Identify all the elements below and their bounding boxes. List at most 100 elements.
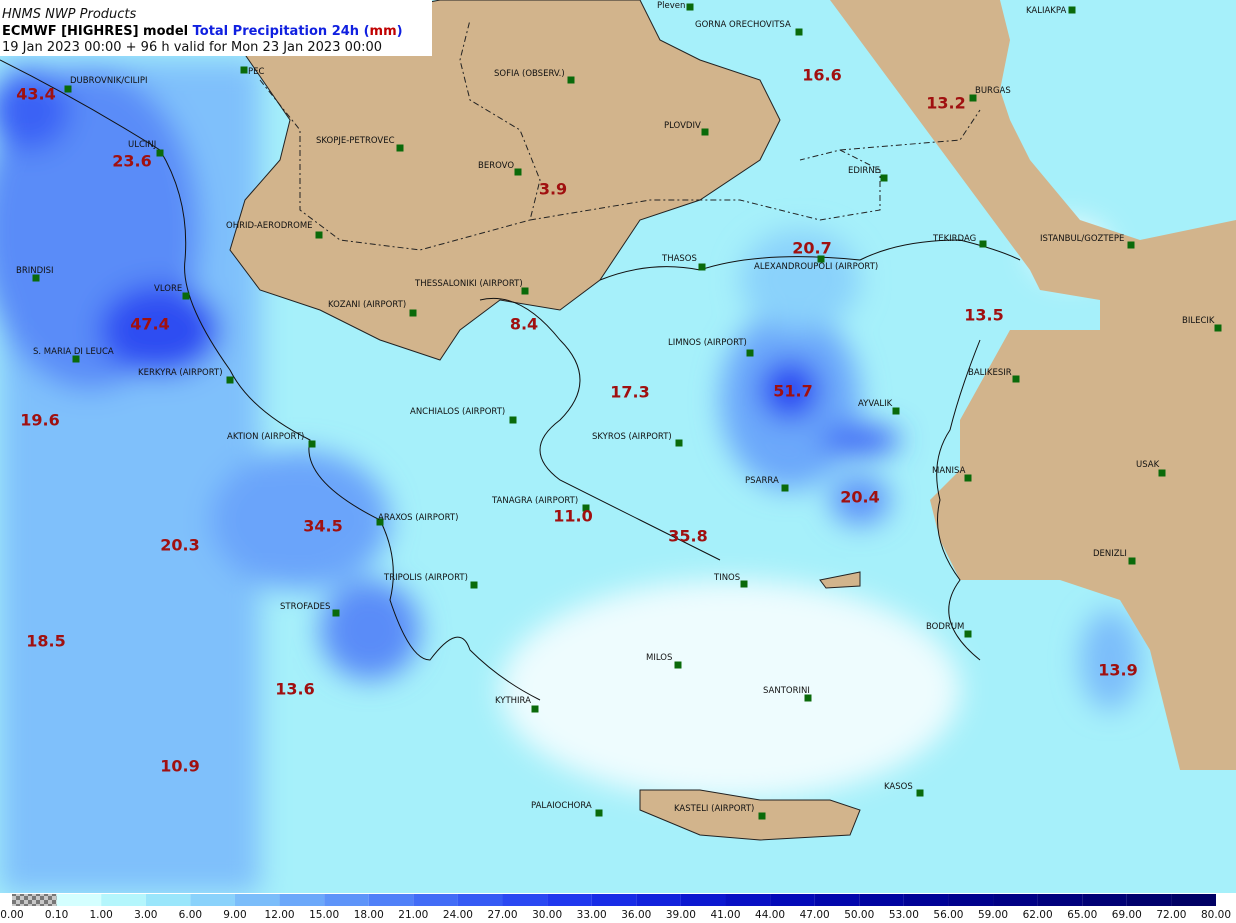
precip-value: 13.5	[964, 306, 1003, 325]
colorbar-bin	[1126, 894, 1172, 906]
colorbar-label: 3.00	[134, 909, 157, 921]
field-close: )	[397, 24, 403, 39]
colorbar-bin	[770, 894, 815, 906]
station-marker	[781, 484, 789, 492]
station-label: ARAXOS (AIRPORT)	[378, 513, 458, 523]
colorbar-label: 65.00	[1067, 909, 1097, 921]
station-label: S. MARIA DI LEUCA	[33, 347, 114, 357]
station-marker	[226, 376, 234, 384]
station-marker	[1068, 6, 1076, 14]
colorbar-label: 56.00	[933, 909, 963, 921]
station-label: BILECIK	[1182, 316, 1215, 326]
colorbar-label: 69.00	[1112, 909, 1142, 921]
station-label: MILOS	[646, 653, 672, 663]
precip-value: 8.4	[510, 315, 538, 334]
station-marker	[64, 85, 72, 93]
colorbar-label: 36.00	[621, 909, 651, 921]
station-marker	[32, 274, 40, 282]
station-label: USAK	[1136, 460, 1160, 470]
station-label: AKTION (AIRPORT)	[227, 432, 304, 442]
colorbar-label: 0.10	[45, 909, 68, 921]
colorbar-bin	[12, 894, 57, 906]
colorbar-bin	[814, 894, 860, 906]
colorbar-label: 62.00	[1023, 909, 1053, 921]
precip-value: 20.3	[160, 536, 199, 555]
station-label: THASOS	[661, 254, 697, 264]
station-marker	[740, 580, 748, 588]
land	[229, 0, 1236, 841]
station-marker	[746, 349, 754, 357]
colorbar-bin	[145, 894, 191, 906]
station-label: PEC	[248, 67, 264, 77]
station-marker	[308, 440, 316, 448]
colorbar-bin	[413, 894, 458, 906]
station-marker	[686, 3, 694, 11]
station-label: EDIRNE	[848, 166, 880, 176]
colorbar-label: 1.00	[89, 909, 112, 921]
station-label: SKYROS (AIRPORT)	[592, 432, 672, 442]
station-marker	[1127, 241, 1135, 249]
station-label: PSARRA	[745, 476, 779, 486]
station-marker	[514, 168, 522, 176]
station-label: BODRUM	[926, 622, 964, 632]
precip-value: 51.7	[773, 382, 812, 401]
station-marker	[582, 504, 590, 512]
colorbar-bin	[502, 894, 548, 906]
station-marker	[470, 581, 478, 589]
colorbar-label: 59.00	[978, 909, 1008, 921]
station-marker	[376, 518, 384, 526]
precip-value: 35.8	[668, 527, 707, 546]
colorbar-bin	[1171, 894, 1216, 906]
station-marker	[916, 789, 924, 797]
precip-value: 20.7	[792, 239, 831, 258]
colorbar-bin	[190, 894, 235, 906]
station-label: ANCHIALOS (AIRPORT)	[410, 407, 505, 417]
station-marker	[795, 28, 803, 36]
colorbar-label: 30.00	[532, 909, 562, 921]
colorbar-label: 18.00	[354, 909, 384, 921]
station-marker	[240, 66, 248, 74]
colorbar-label: 15.00	[309, 909, 339, 921]
station-marker	[156, 149, 164, 157]
header-line3: 19 Jan 2023 00:00 + 96 h valid for Mon 2…	[2, 40, 382, 55]
header-box	[0, 0, 432, 56]
colorbar-bin	[324, 894, 369, 906]
colorbar-bin	[903, 894, 949, 906]
colorbar-label: 0.00	[0, 909, 23, 921]
precip-value: 19.6	[20, 411, 59, 430]
station-label: BEROVO	[478, 161, 514, 171]
station-label: BRINDISI	[16, 266, 54, 276]
station-marker	[182, 292, 190, 300]
colorbar-label: 44.00	[755, 909, 785, 921]
station-label: ISTANBUL/GOZTEPE	[1040, 234, 1124, 244]
colorbar-bin	[680, 894, 726, 906]
colorbar-bin	[368, 894, 414, 906]
station-marker	[396, 144, 404, 152]
colorbar-label: 50.00	[844, 909, 874, 921]
station-marker	[1128, 557, 1136, 565]
station-label: KASOS	[884, 782, 913, 792]
station-label: AYVALIK	[858, 399, 893, 409]
station-marker	[332, 609, 340, 617]
station-marker	[880, 174, 888, 182]
station-label: ALEXANDROUPOLI (AIRPORT)	[754, 262, 878, 272]
station-label: SKOPJE-PETROVEC	[316, 136, 395, 146]
station-marker	[1214, 324, 1222, 332]
precip-values: 43.4 23.6 16.6 13.2 3.9 20.7 13.5 8.4 47.4 17.3 51…	[16, 66, 1137, 776]
colorbar-label: 33.00	[577, 909, 607, 921]
colorbar-bin	[948, 894, 994, 906]
colorbar-bin	[1037, 894, 1083, 906]
colorbar-bin	[591, 894, 637, 906]
precip-value: 10.9	[160, 757, 199, 776]
station-label: KALIAKPA	[1026, 6, 1066, 16]
station-marker	[892, 407, 900, 415]
colorbar-bin	[859, 894, 904, 906]
colorbar-bin	[101, 894, 146, 906]
colorbar-label: 47.00	[800, 909, 830, 921]
precip-value: 13.2	[926, 94, 965, 113]
station-label: OHRID-AERODROME	[226, 221, 313, 231]
colorbar-bin	[1082, 894, 1127, 906]
precip-value: 13.6	[275, 680, 314, 699]
station-marker	[567, 76, 575, 84]
